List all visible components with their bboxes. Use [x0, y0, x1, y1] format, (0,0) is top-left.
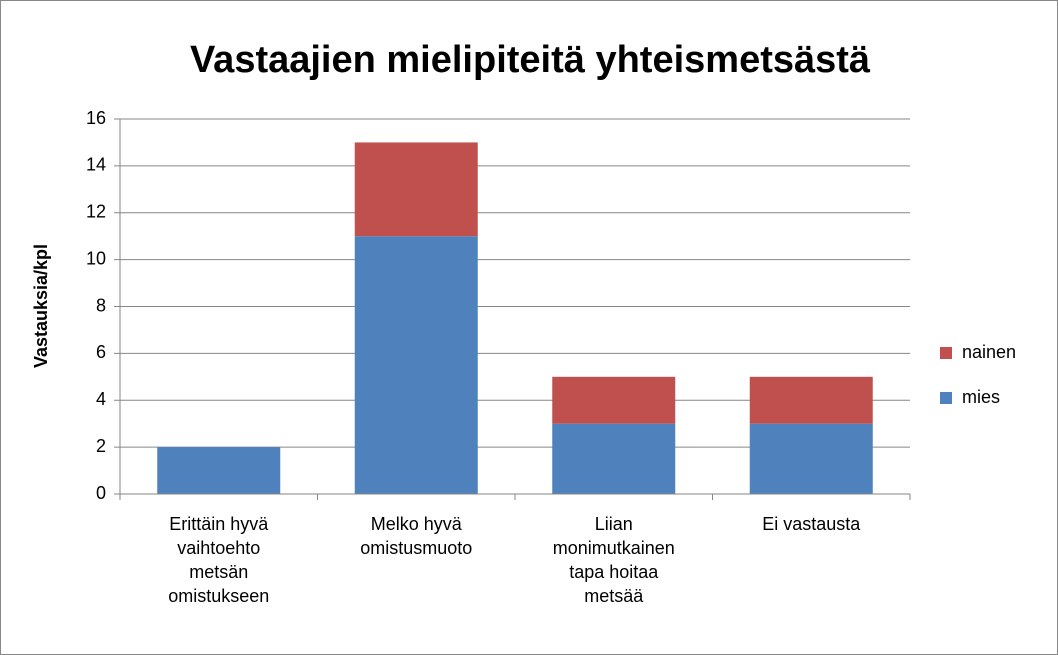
y-tick-label: 6 — [96, 342, 106, 362]
bar-segment — [354, 236, 478, 494]
x-tick-label: Erittäin hyvä vaihtoehto metsän omistuks… — [168, 514, 270, 606]
x-tick-label: Melko hyvä omistusmuoto — [360, 514, 473, 558]
x-tick-label-box: Ei vastausta — [762, 514, 861, 534]
y-axis-label: Vastauksia/kpl — [31, 244, 51, 368]
bar-segment — [552, 376, 676, 424]
y-tick-label: 4 — [96, 389, 106, 409]
legend-label: nainen — [962, 342, 1016, 362]
y-tick-label: 16 — [86, 108, 106, 128]
y-tick-label: 0 — [96, 483, 106, 503]
x-tick-label-box: Erittäin hyvä vaihtoehto metsän omistuks… — [168, 514, 270, 606]
y-tick-label: 10 — [86, 248, 106, 268]
x-tick-label-box: Liian monimutkainen tapa hoitaa metsää — [552, 514, 675, 606]
y-tick-label: 12 — [86, 202, 106, 222]
legend-swatch — [940, 347, 952, 359]
x-tick-label: Ei vastausta — [762, 514, 861, 534]
y-tick-label: 14 — [86, 155, 106, 175]
y-tick-label: 8 — [96, 295, 106, 315]
x-tick-label-box: Melko hyvä omistusmuoto — [360, 514, 473, 558]
legend-label: mies — [962, 387, 1000, 407]
bar-segment — [749, 376, 873, 424]
bar-segment — [354, 142, 478, 237]
chart-title: Vastaajien mielipiteitä yhteismetsästä — [190, 39, 871, 81]
bar-segment — [749, 423, 873, 494]
bar-segment — [552, 423, 676, 494]
x-tick-label: Liian monimutkainen tapa hoitaa metsää — [552, 514, 675, 606]
bar-segment — [157, 447, 281, 494]
y-tick-label: 2 — [96, 436, 106, 456]
legend-swatch — [940, 392, 952, 404]
